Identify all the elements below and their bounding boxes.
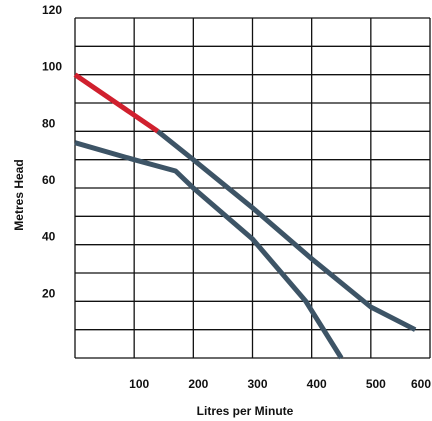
y-tick-label: 20 bbox=[42, 286, 56, 300]
y-tick-label: 60 bbox=[42, 173, 56, 187]
series-line-1 bbox=[73, 72, 160, 134]
y-tick-label: 80 bbox=[42, 116, 56, 130]
x-tick-label: 500 bbox=[366, 377, 386, 391]
series-line-3 bbox=[74, 140, 344, 360]
x-tick-label: 100 bbox=[129, 377, 149, 391]
x-tick-labels: 100 200 300 400 500 600 bbox=[129, 377, 431, 391]
y-tick-label: 100 bbox=[42, 60, 62, 74]
series-line-2 bbox=[156, 129, 417, 332]
y-tick-labels: 20 40 60 80 100 120 bbox=[42, 3, 62, 300]
x-tick-label: 300 bbox=[247, 377, 267, 391]
x-axis-label: Litres per Minute bbox=[197, 404, 294, 418]
grid bbox=[74, 17, 431, 359]
y-axis-label: Metres Head bbox=[12, 159, 26, 230]
y-tick-label: 40 bbox=[42, 230, 56, 244]
x-tick-label: 400 bbox=[307, 377, 327, 391]
series-lines bbox=[73, 72, 417, 360]
y-tick-label: 120 bbox=[42, 3, 62, 17]
x-tick-label: 600 bbox=[411, 377, 431, 391]
x-tick-label: 200 bbox=[188, 377, 208, 391]
